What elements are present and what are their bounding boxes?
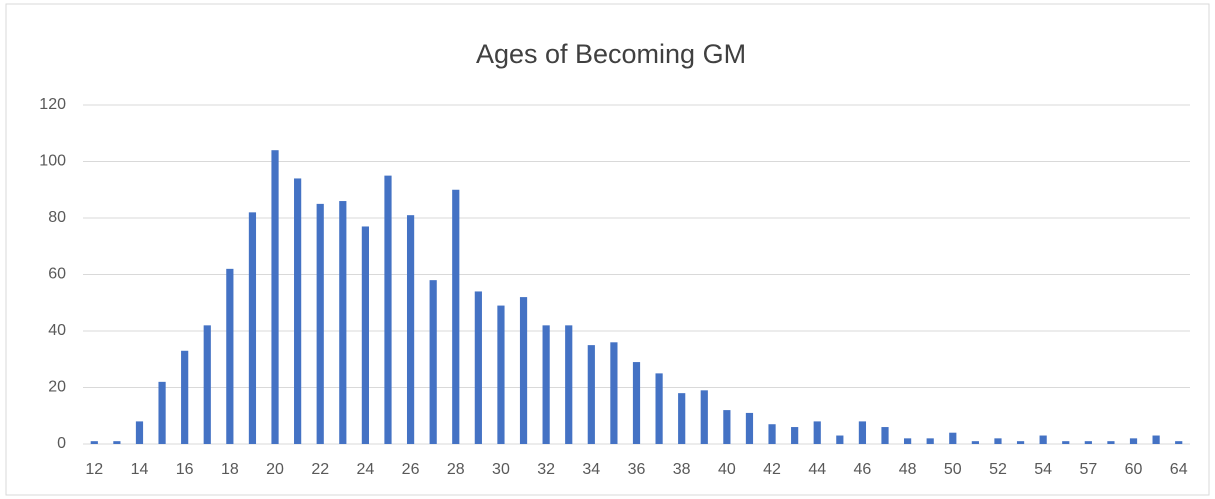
x-tick-label: 36 bbox=[628, 461, 646, 478]
bar bbox=[610, 342, 618, 444]
bar bbox=[429, 280, 437, 444]
bar bbox=[565, 325, 573, 444]
bar bbox=[203, 325, 211, 444]
bar bbox=[339, 201, 347, 444]
x-tick-label: 24 bbox=[356, 461, 374, 478]
bar bbox=[1175, 441, 1183, 444]
bar bbox=[768, 424, 776, 444]
y-tick-label: 80 bbox=[48, 209, 66, 226]
x-tick-label: 52 bbox=[989, 461, 1007, 478]
bar bbox=[226, 268, 234, 444]
x-tick-label: 57 bbox=[1079, 461, 1097, 478]
bar bbox=[1152, 435, 1160, 444]
x-tick-label: 16 bbox=[176, 461, 194, 478]
bar bbox=[655, 373, 663, 444]
x-tick-label: 32 bbox=[537, 461, 555, 478]
bar bbox=[926, 438, 934, 444]
bar bbox=[723, 410, 731, 444]
bar bbox=[271, 150, 279, 444]
x-tick-label: 54 bbox=[1034, 461, 1052, 478]
x-tick-label: 18 bbox=[221, 461, 239, 478]
bar bbox=[904, 438, 912, 444]
bar bbox=[971, 441, 979, 444]
bar bbox=[813, 421, 821, 444]
bar bbox=[881, 427, 889, 444]
x-tick-label: 50 bbox=[944, 461, 962, 478]
y-tick-label: 100 bbox=[39, 153, 66, 170]
x-tick-label: 64 bbox=[1170, 461, 1188, 478]
bar bbox=[1062, 441, 1070, 444]
bar bbox=[406, 215, 415, 444]
bar bbox=[90, 441, 98, 444]
bar bbox=[678, 393, 686, 444]
x-tick-label: 44 bbox=[808, 461, 826, 478]
bar bbox=[361, 226, 369, 444]
bar bbox=[1107, 441, 1115, 444]
bar bbox=[1016, 441, 1025, 444]
bar bbox=[791, 427, 799, 444]
bar bbox=[1039, 435, 1047, 444]
bar bbox=[1129, 438, 1138, 444]
x-tick-label: 48 bbox=[899, 461, 917, 478]
x-tick-label: 60 bbox=[1125, 461, 1143, 478]
x-tick-label: 22 bbox=[311, 461, 329, 478]
bar bbox=[135, 421, 144, 444]
chart-title: Ages of Becoming GM bbox=[476, 39, 746, 69]
bar bbox=[519, 297, 528, 444]
bar bbox=[949, 432, 957, 444]
bar bbox=[452, 189, 460, 444]
bar bbox=[158, 381, 166, 444]
x-tick-label: 38 bbox=[673, 461, 691, 478]
bar bbox=[181, 350, 189, 444]
x-tick-label: 28 bbox=[447, 461, 465, 478]
bar bbox=[587, 345, 595, 444]
x-tick-label: 34 bbox=[582, 461, 600, 478]
x-tick-label: 42 bbox=[763, 461, 781, 478]
bar bbox=[497, 305, 505, 444]
bar bbox=[836, 435, 844, 444]
y-tick-label: 40 bbox=[48, 322, 66, 339]
bar bbox=[632, 362, 641, 444]
bar bbox=[384, 175, 392, 444]
bar bbox=[542, 325, 550, 444]
y-tick-label: 120 bbox=[39, 96, 66, 113]
bar bbox=[316, 203, 324, 444]
bar bbox=[700, 390, 708, 444]
bar bbox=[994, 438, 1002, 444]
x-tick-label: 20 bbox=[266, 461, 284, 478]
x-tick-label: 26 bbox=[402, 461, 420, 478]
y-tick-label: 20 bbox=[48, 379, 66, 396]
x-tick-label: 30 bbox=[492, 461, 510, 478]
bar bbox=[745, 412, 754, 444]
x-tick-label: 40 bbox=[718, 461, 736, 478]
bar bbox=[474, 291, 482, 444]
bar bbox=[294, 178, 302, 444]
bar bbox=[248, 212, 257, 444]
y-tick-label: 0 bbox=[57, 435, 66, 452]
bar bbox=[1084, 441, 1092, 444]
x-tick-label: 46 bbox=[854, 461, 872, 478]
bar bbox=[113, 441, 121, 444]
y-tick-label: 60 bbox=[48, 266, 66, 283]
x-tick-label: 12 bbox=[85, 461, 103, 478]
x-tick-label: 14 bbox=[131, 461, 149, 478]
bar bbox=[858, 421, 867, 444]
